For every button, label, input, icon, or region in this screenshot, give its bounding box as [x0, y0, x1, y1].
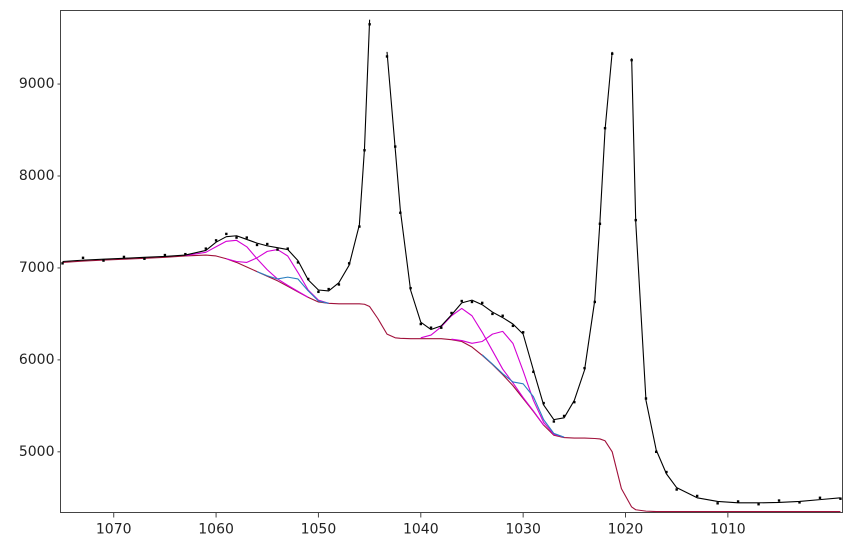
data-point	[102, 259, 105, 262]
series-line	[62, 254, 841, 513]
data-point	[757, 503, 760, 506]
data-point	[695, 494, 699, 498]
x-tick-label: 1070	[96, 522, 132, 538]
data-point	[347, 262, 351, 265]
data-point	[630, 58, 633, 62]
data-point	[163, 253, 167, 257]
data-point	[598, 222, 602, 226]
data-point	[460, 299, 463, 303]
data-point	[521, 331, 525, 334]
data-point	[470, 300, 474, 304]
data-point	[255, 243, 259, 247]
data-point	[409, 286, 412, 290]
y-tick-label: 6000	[19, 352, 55, 368]
series-line	[256, 271, 565, 438]
y-tick-label: 5000	[19, 444, 55, 460]
data-point	[327, 287, 330, 291]
x-tick-label: 1060	[198, 522, 234, 538]
data-point	[501, 314, 504, 317]
data-point	[573, 400, 576, 404]
data-point	[81, 256, 85, 260]
data-point	[491, 312, 494, 316]
data-point	[665, 470, 668, 474]
series-line	[226, 249, 565, 438]
data-point	[266, 242, 269, 246]
data-point	[307, 277, 310, 281]
data-point	[286, 247, 289, 250]
data-point	[511, 324, 515, 328]
series-line	[185, 239, 545, 426]
data-point	[736, 500, 740, 503]
data-point	[634, 218, 637, 222]
data-point	[184, 252, 187, 256]
data-point	[317, 290, 320, 294]
data-point	[235, 236, 238, 239]
data-point	[394, 145, 397, 148]
x-tick-label: 1040	[403, 522, 439, 538]
data-point	[143, 257, 146, 260]
y-tick-label: 8000	[19, 168, 55, 184]
x-tick-label: 1050	[301, 522, 337, 538]
data-point	[245, 236, 248, 239]
series-line	[62, 19, 841, 504]
data-point	[399, 211, 402, 214]
data-point	[593, 300, 596, 304]
data-point	[358, 225, 361, 228]
data-point	[542, 401, 545, 405]
data-point	[385, 55, 389, 58]
data-point	[610, 52, 614, 55]
data-point	[644, 397, 648, 400]
data-point	[337, 283, 341, 286]
data-point	[296, 261, 300, 264]
data-point	[818, 496, 822, 499]
y-tick-label: 9000	[19, 76, 55, 92]
data-point	[440, 326, 443, 329]
x-tick-label: 1020	[608, 522, 644, 538]
y-tick-label: 7000	[19, 260, 55, 276]
data-point	[583, 366, 586, 370]
data-point	[655, 450, 658, 454]
data-point	[61, 262, 64, 265]
data-point	[225, 232, 228, 236]
data-point	[716, 502, 719, 505]
data-point	[552, 420, 556, 423]
x-tick-label: 1010	[710, 522, 746, 538]
data-point	[839, 497, 842, 500]
data-point	[481, 301, 484, 305]
data-point	[562, 414, 566, 418]
data-point	[777, 499, 781, 502]
plot-frame	[60, 10, 843, 513]
data-point	[419, 322, 422, 326]
data-point	[204, 247, 208, 250]
data-point	[603, 126, 607, 130]
data-point	[429, 326, 433, 329]
data-point	[122, 255, 126, 259]
data-point	[532, 370, 535, 374]
data-point	[675, 488, 678, 491]
data-point	[798, 501, 801, 504]
x-tick-label: 1030	[505, 522, 541, 538]
data-point	[450, 311, 453, 315]
data-point	[363, 149, 366, 152]
data-point	[276, 248, 279, 251]
data-point	[214, 239, 218, 242]
data-point	[368, 23, 371, 26]
